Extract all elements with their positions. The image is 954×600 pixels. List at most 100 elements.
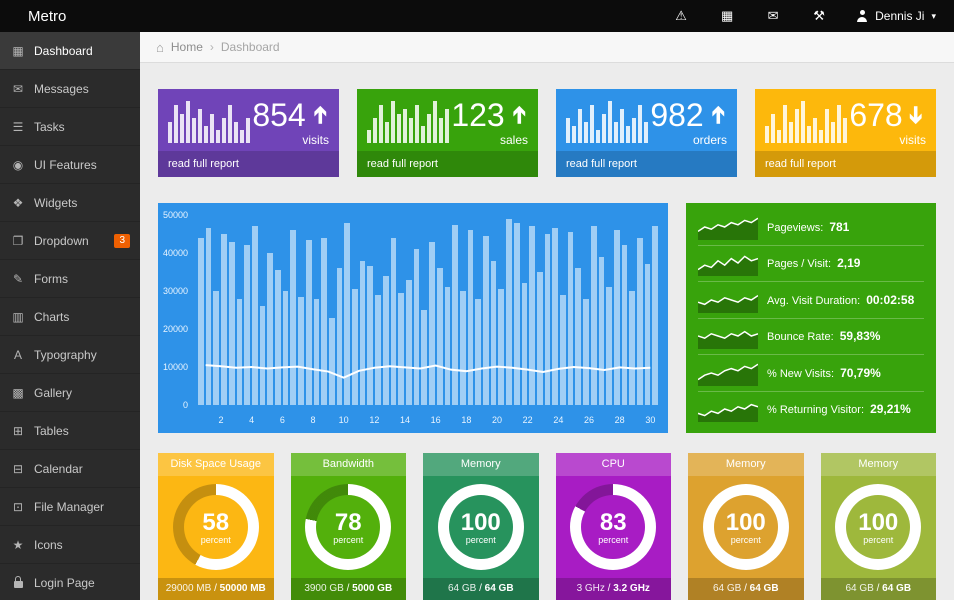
- sidebar-item-dropdown[interactable]: ❐ Dropdown 3: [0, 222, 140, 260]
- sidebar-item-calendar[interactable]: ⊟ Calendar: [0, 450, 140, 488]
- stat-tile-top: 123 ➔ sales: [357, 89, 538, 147]
- sidebar-item-tasks[interactable]: ☰ Tasks: [0, 108, 140, 146]
- alert-icon[interactable]: ⚠: [675, 8, 687, 23]
- eye-icon: ◉: [12, 157, 24, 172]
- stat-value: 854 ➔: [252, 97, 332, 133]
- x-axis-label: 28: [614, 415, 625, 425]
- sidebar-item-label: Widgets: [34, 195, 78, 210]
- home-icon: ⌂: [156, 39, 164, 55]
- stat-unit-label: visits: [302, 133, 329, 147]
- chart-bars: [198, 215, 659, 405]
- gauge-used-value: 29000 MB: [165, 583, 212, 594]
- tools-icon[interactable]: ⚒: [813, 8, 825, 23]
- analytics-row-4: Bounce Rate: 59,83%: [698, 317, 924, 355]
- stat-tile-2[interactable]: 123 ➔ sales read full report: [357, 89, 538, 177]
- sidebar-item-tables[interactable]: ⊞ Tables: [0, 412, 140, 450]
- sidebar-item-login-page[interactable]: Login Page: [0, 564, 140, 600]
- donut-center: 58 percent: [183, 495, 248, 559]
- spark-bar: [632, 117, 636, 143]
- stat-tile-3[interactable]: 982 ➔ orders read full report: [556, 89, 737, 177]
- sidebar-item-gallery[interactable]: ▩ Gallery: [0, 374, 140, 412]
- sidebar-item-charts[interactable]: ▥ Charts: [0, 298, 140, 336]
- breadcrumb-home[interactable]: Home: [170, 40, 203, 54]
- grid-icon[interactable]: ▦: [720, 8, 734, 23]
- sparkline-area-icon: [698, 294, 758, 313]
- brand-logo[interactable]: Metro: [28, 7, 67, 25]
- chart-bar: [244, 245, 250, 405]
- chart-bar: [475, 298, 482, 405]
- spark-bar: [566, 117, 570, 143]
- topbar: Metro ⚠ ▦ ✉ ⚒ Dennis Ji ▾: [0, 0, 954, 32]
- spark-bar: [222, 117, 226, 143]
- y-axis-label: 50000: [162, 210, 188, 220]
- chart-bar: [282, 291, 289, 405]
- sidebar-item-label: Dashboard: [34, 43, 93, 58]
- sidebar-item-ui-features[interactable]: ◉ UI Features: [0, 146, 140, 184]
- chart-bar: [606, 287, 612, 405]
- read-full-report-link[interactable]: read full report: [158, 151, 339, 177]
- stat-number: 854: [252, 97, 306, 133]
- image-icon: ▩: [12, 385, 24, 400]
- read-full-report-link[interactable]: read full report: [755, 151, 936, 177]
- visits-bar-chart-panel: 50000 40000 30000 20000 10000 0 2 4 6 8 10 12 14 16 1…: [158, 203, 668, 433]
- spark-bar: [843, 117, 847, 143]
- spark-bar: [602, 113, 606, 143]
- read-full-report-link[interactable]: read full report: [556, 151, 737, 177]
- gauge-percent-label: percent: [200, 534, 231, 545]
- spark-bar: [638, 105, 642, 143]
- metric-label: % Returning Visitor:: [767, 404, 868, 417]
- breadcrumb-separator: ›: [209, 40, 214, 54]
- gauge-tile-3: Memory 100 percent 64 GB / 64 GB: [423, 453, 539, 600]
- spark-bar: [409, 117, 413, 143]
- spark-bar: [216, 130, 220, 143]
- stat-tile-1[interactable]: 854 ➔ visits read full report: [158, 89, 339, 177]
- mail-icon[interactable]: ✉: [767, 8, 779, 23]
- sidebar-item-dashboard[interactable]: ▦ Dashboard: [0, 32, 140, 70]
- sidebar-item-messages[interactable]: ✉ Messages: [0, 70, 140, 108]
- donut-gauge: 100 percent: [835, 484, 922, 570]
- read-full-report-link[interactable]: read full report: [357, 151, 538, 177]
- chart-bar: [259, 306, 266, 405]
- lock-glyph: [13, 576, 23, 588]
- gauge-percent-value: 100: [460, 508, 501, 536]
- spark-bar: [385, 122, 389, 143]
- stat-value: 982 ➔: [650, 97, 730, 133]
- stat-tile-4[interactable]: 678 ➔ visits read full report: [755, 89, 936, 177]
- x-axis-label: 22: [522, 415, 533, 425]
- donut-center: 100 percent: [448, 495, 513, 559]
- chart-bar: [352, 289, 358, 405]
- spark-bar: [180, 113, 184, 143]
- y-axis-label: 40000: [162, 248, 188, 258]
- spark-bar: [813, 117, 817, 143]
- x-axis-label: 8: [310, 415, 316, 425]
- sparkline-bars-icon: [367, 101, 449, 143]
- spark-bar: [584, 122, 588, 143]
- metric-label: Avg. Visit Duration:: [767, 294, 864, 307]
- chart-bar: [575, 268, 582, 405]
- analytics-row-3: Avg. Visit Duration: 00:02:58: [698, 281, 924, 318]
- gauge-tile-5: Memory 100 percent 64 GB / 64 GB: [688, 453, 804, 600]
- lock-icon: [10, 576, 26, 588]
- user-menu[interactable]: Dennis Ji ▾: [842, 0, 954, 32]
- gauge-tile-1: Disk Space Usage 58 percent 29000 MB / 5000…: [158, 453, 274, 600]
- sidebar-item-file-manager[interactable]: ⊡ File Manager: [0, 488, 140, 526]
- sidebar-item-widgets[interactable]: ❖ Widgets: [0, 184, 140, 222]
- spark-bar: [174, 105, 178, 143]
- spark-bar: [186, 101, 190, 143]
- sidebar-item-icons[interactable]: ★ Icons: [0, 526, 140, 564]
- user-icon: [856, 10, 868, 22]
- chart-bar: [490, 260, 497, 405]
- y-axis-label: 0: [182, 400, 188, 410]
- spark-bar: [578, 109, 582, 143]
- chart-bar: [390, 237, 397, 405]
- gauge-percent-label: percent: [333, 534, 364, 545]
- chart-bar: [567, 232, 574, 405]
- sidebar-item-forms[interactable]: ✎ Forms: [0, 260, 140, 298]
- sidebar-item-typography[interactable]: A Typography: [0, 336, 140, 374]
- analytics-row-5: % New Visits: 70,79%: [698, 354, 924, 391]
- chart-bar: [321, 237, 327, 405]
- x-axis-label: 26: [583, 415, 595, 425]
- gauge-used-value: 3 GHz: [576, 583, 605, 594]
- chart-bar: [205, 228, 212, 405]
- sidebar-item-label: UI Features: [34, 157, 97, 172]
